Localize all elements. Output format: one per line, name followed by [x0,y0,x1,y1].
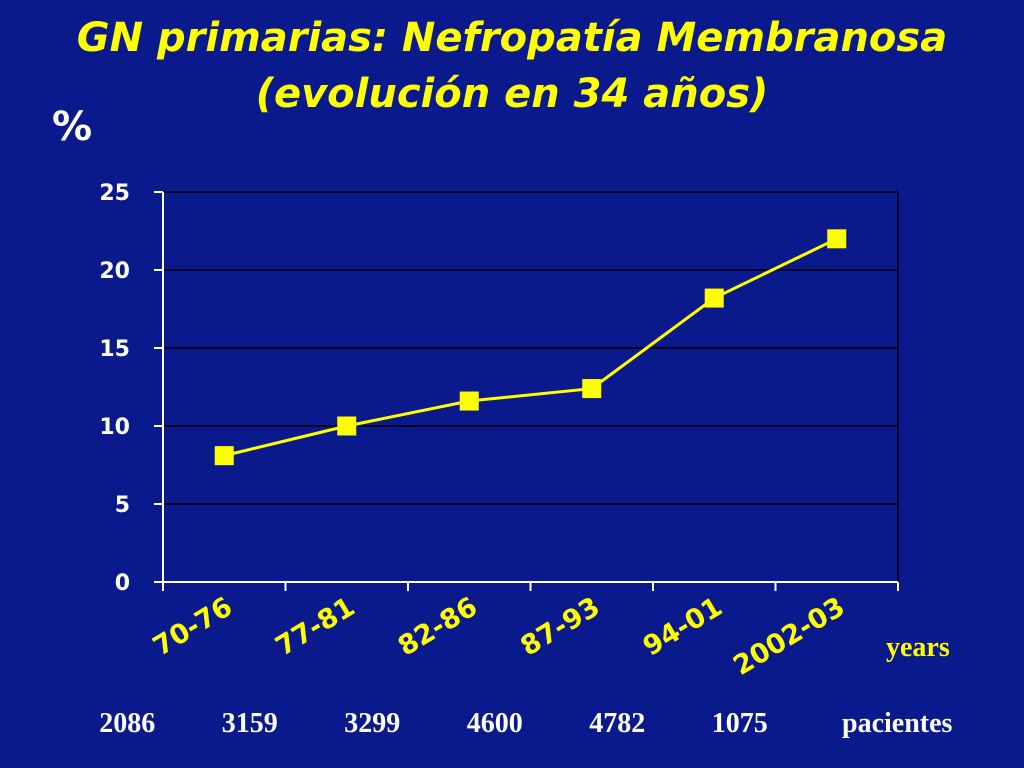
y-tick-label: 25 [99,181,130,206]
data-point-marker [827,229,847,249]
patient-count: 4600 [466,708,523,739]
patient-count: 3159 [221,708,278,739]
y-tick-label: 10 [99,415,130,440]
patient-count: 2086 [99,708,156,739]
x-tick-label: 70-76 [148,591,238,662]
x-tick-label: 94-01 [638,591,728,662]
data-point-marker [459,391,479,411]
patient-counts-row: 2086 3159 3299 4600 4782 1075 pacientes [0,708,1024,748]
y-tick-label: 0 [115,571,130,596]
patient-count: 1075 [711,708,768,739]
data-point-marker [337,416,357,436]
patient-count: 3299 [344,708,401,739]
data-point-marker [582,379,602,399]
chart-title-line-1: GN primarias: Nefropatía Membranosa [76,15,948,61]
data-point-marker [214,446,234,466]
chart-title-line-2: (evolución en 34 años) [255,71,769,117]
y-tick-label: 20 [99,259,130,284]
data-point-marker [704,288,724,308]
series-line [223,237,838,458]
y-tick-label: 5 [115,493,130,518]
x-tick-label: 87-93 [515,591,605,662]
x-axis-unit: years [886,632,950,663]
y-axis-unit: % [52,104,93,150]
patients-label: pacientes [842,708,953,739]
x-tick-label: 2002-03 [728,591,850,681]
x-tick-label: 82-86 [393,591,483,662]
patient-count: 4782 [589,708,646,739]
y-tick-label: 15 [99,337,130,362]
x-tick-label: 77-81 [270,591,360,662]
